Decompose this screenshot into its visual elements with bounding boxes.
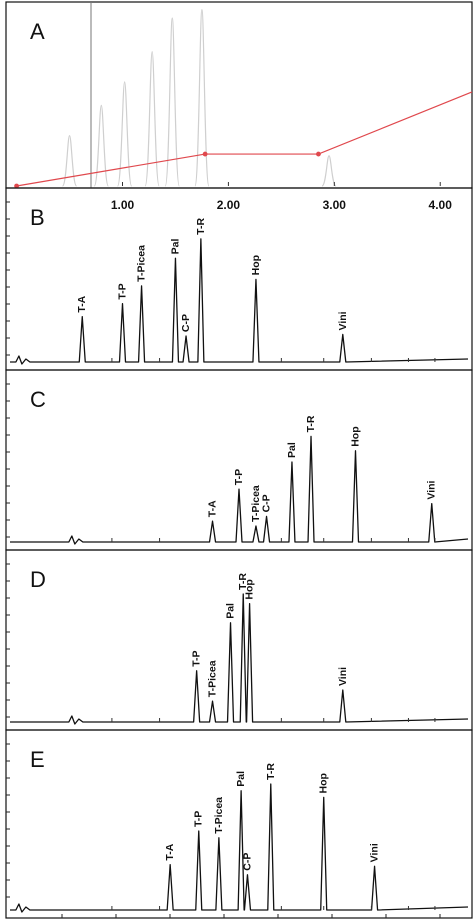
gradient-line [16, 91, 473, 187]
panel-frame [5, 1, 473, 189]
ghost-peak [93, 104, 109, 187]
chromatogram-trace [10, 783, 469, 913]
ghost-peak [164, 17, 180, 187]
peak-label: Pal [286, 442, 298, 458]
peak-label: T-R [305, 415, 317, 432]
panel-letter: C [30, 387, 46, 412]
panel-b: B T-A T-P T-Picea Pal C-P T-R Hop Vini [5, 187, 473, 371]
panel-letter: A [30, 19, 45, 44]
peak-label: Vini [337, 667, 349, 686]
x-tick-label: 3.00 [323, 198, 347, 212]
panel-letter: D [30, 567, 46, 592]
peak-label: T-P [193, 811, 205, 827]
panel-a: A 1.00 2.00 3.00 4.00 [5, 1, 473, 212]
x-tick-label: 1.00 [111, 198, 135, 212]
ghost-peak [194, 8, 210, 187]
panel-letter: B [30, 205, 45, 230]
gradient-point [202, 151, 208, 157]
peak-label: Hop [318, 773, 330, 793]
ghost-peak [144, 50, 160, 187]
peak-label: Vini [337, 311, 349, 330]
chromatogram-trace [10, 593, 469, 725]
peak-label: Hop [250, 255, 262, 275]
peak-label: T-A [76, 295, 88, 312]
peak-label: T-A [207, 500, 219, 517]
peak-label: T-R [195, 218, 207, 235]
peak-label: T-R [237, 573, 249, 590]
x-tick-label: 4.00 [429, 198, 453, 212]
peak-label: T-A [164, 843, 176, 860]
peak-label: Vini [426, 480, 438, 499]
gradient-point [14, 183, 19, 189]
peak-label: T-Picea [136, 245, 148, 282]
panel-frame [5, 187, 473, 371]
ghost-peak [61, 134, 78, 187]
ghost-peak [321, 155, 337, 187]
chromatogram-trace [10, 435, 469, 545]
peak-label: T-R [265, 763, 277, 780]
peak-label: C-P [241, 853, 253, 871]
peak-label: C-P [261, 494, 273, 512]
peak-label: C-P [180, 314, 192, 332]
panel-frame [5, 729, 473, 919]
peak-label: T-Picea [250, 485, 262, 522]
peak-label: Vini [369, 843, 381, 862]
peak-label: T-Picea [207, 660, 219, 697]
panel-letter: E [30, 747, 45, 772]
ghost-peak [117, 81, 133, 187]
peak-label: T-P [117, 283, 129, 299]
peak-label: T-P [233, 469, 245, 485]
peak-label: Hop [350, 426, 362, 446]
peak-label: Pal [225, 603, 237, 619]
peak-label: Pal [169, 238, 181, 254]
panel-e: E T-A T-P T-Picea Pal C-P T-R Hop Vini [5, 729, 473, 919]
peak-label: T-P [191, 650, 203, 666]
chromatogram-trace [10, 238, 469, 365]
peak-label: Hop [244, 579, 256, 599]
peak-label: Pal [235, 771, 247, 787]
panel-frame [5, 369, 473, 551]
x-tick-label: 2.00 [217, 198, 241, 212]
peak-label: T-Picea [213, 797, 225, 834]
gradient-point [316, 151, 321, 157]
